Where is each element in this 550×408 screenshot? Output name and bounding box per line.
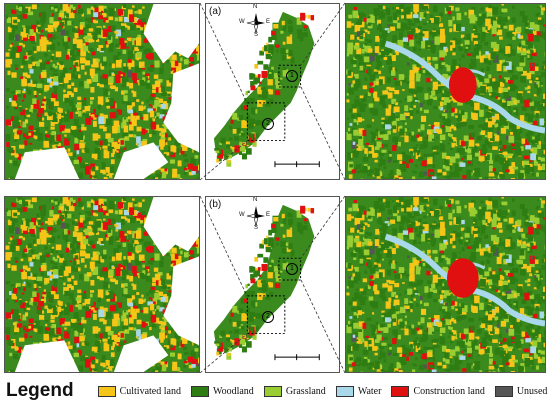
legend-label: Construction land (413, 385, 485, 397)
compass-rose-icon: N S W E (239, 4, 271, 38)
marker-2: 2 (262, 118, 274, 130)
compass-e: E (266, 212, 271, 218)
legend-item-water: Water (335, 385, 382, 397)
center-overview-map-b-svg (206, 197, 339, 372)
legend-swatch (97, 385, 116, 397)
legend-label: Woodland (212, 385, 254, 397)
marker-1: 1 (286, 263, 298, 275)
compass-s: S (254, 225, 259, 231)
left-zoom-map-b (4, 196, 200, 373)
legend-item-cultivated-land: Cultivated land (97, 385, 181, 397)
center-overview-map-a-svg (206, 4, 339, 179)
compass-w: W (239, 212, 245, 218)
panel-label-b: (b) (209, 199, 222, 210)
legend: Legend Cultivated land Woodland Grassland W… (4, 378, 550, 404)
compass-e: E (266, 19, 271, 25)
legend-swatch (494, 385, 513, 397)
left-zoom-map-a (4, 3, 200, 180)
left-zoom-map-a-svg (5, 4, 199, 179)
right-zoom-map-b-svg (346, 197, 545, 372)
legend-label: Water (357, 385, 382, 397)
legend-item-construction-land: Construction land (391, 385, 485, 397)
right-zoom-map-a-svg (346, 4, 545, 179)
legend-swatch (263, 385, 282, 397)
compass-n: N (253, 4, 258, 10)
legend-item-woodland: Woodland (190, 385, 254, 397)
compass-n: N (253, 197, 258, 203)
legend-title: Legend (6, 380, 74, 401)
legend-swatch (391, 385, 410, 397)
legend-label: Grassland (285, 385, 326, 397)
right-zoom-map-a (345, 3, 546, 180)
compass-s: S (254, 32, 259, 38)
legend-item-unused-land: Unused land (494, 385, 550, 397)
left-zoom-map-b-svg (5, 197, 199, 372)
center-overview-map-b: (b) N S W E 1 2 (205, 196, 340, 373)
legend-label: Cultivated land (119, 385, 181, 397)
marker-2: 2 (262, 311, 274, 323)
compass-w: W (239, 19, 245, 25)
legend-swatch (335, 385, 354, 397)
marker-1: 1 (286, 70, 298, 82)
legend-swatch (190, 385, 209, 397)
legend-item-grassland: Grassland (263, 385, 326, 397)
panel-label-a: (a) (209, 6, 222, 17)
right-zoom-map-b (345, 196, 546, 373)
compass-rose-icon: N S W E (239, 197, 271, 231)
legend-label: Unused land (516, 385, 550, 397)
center-overview-map-a: (a) N S W E 1 2 (205, 3, 340, 180)
